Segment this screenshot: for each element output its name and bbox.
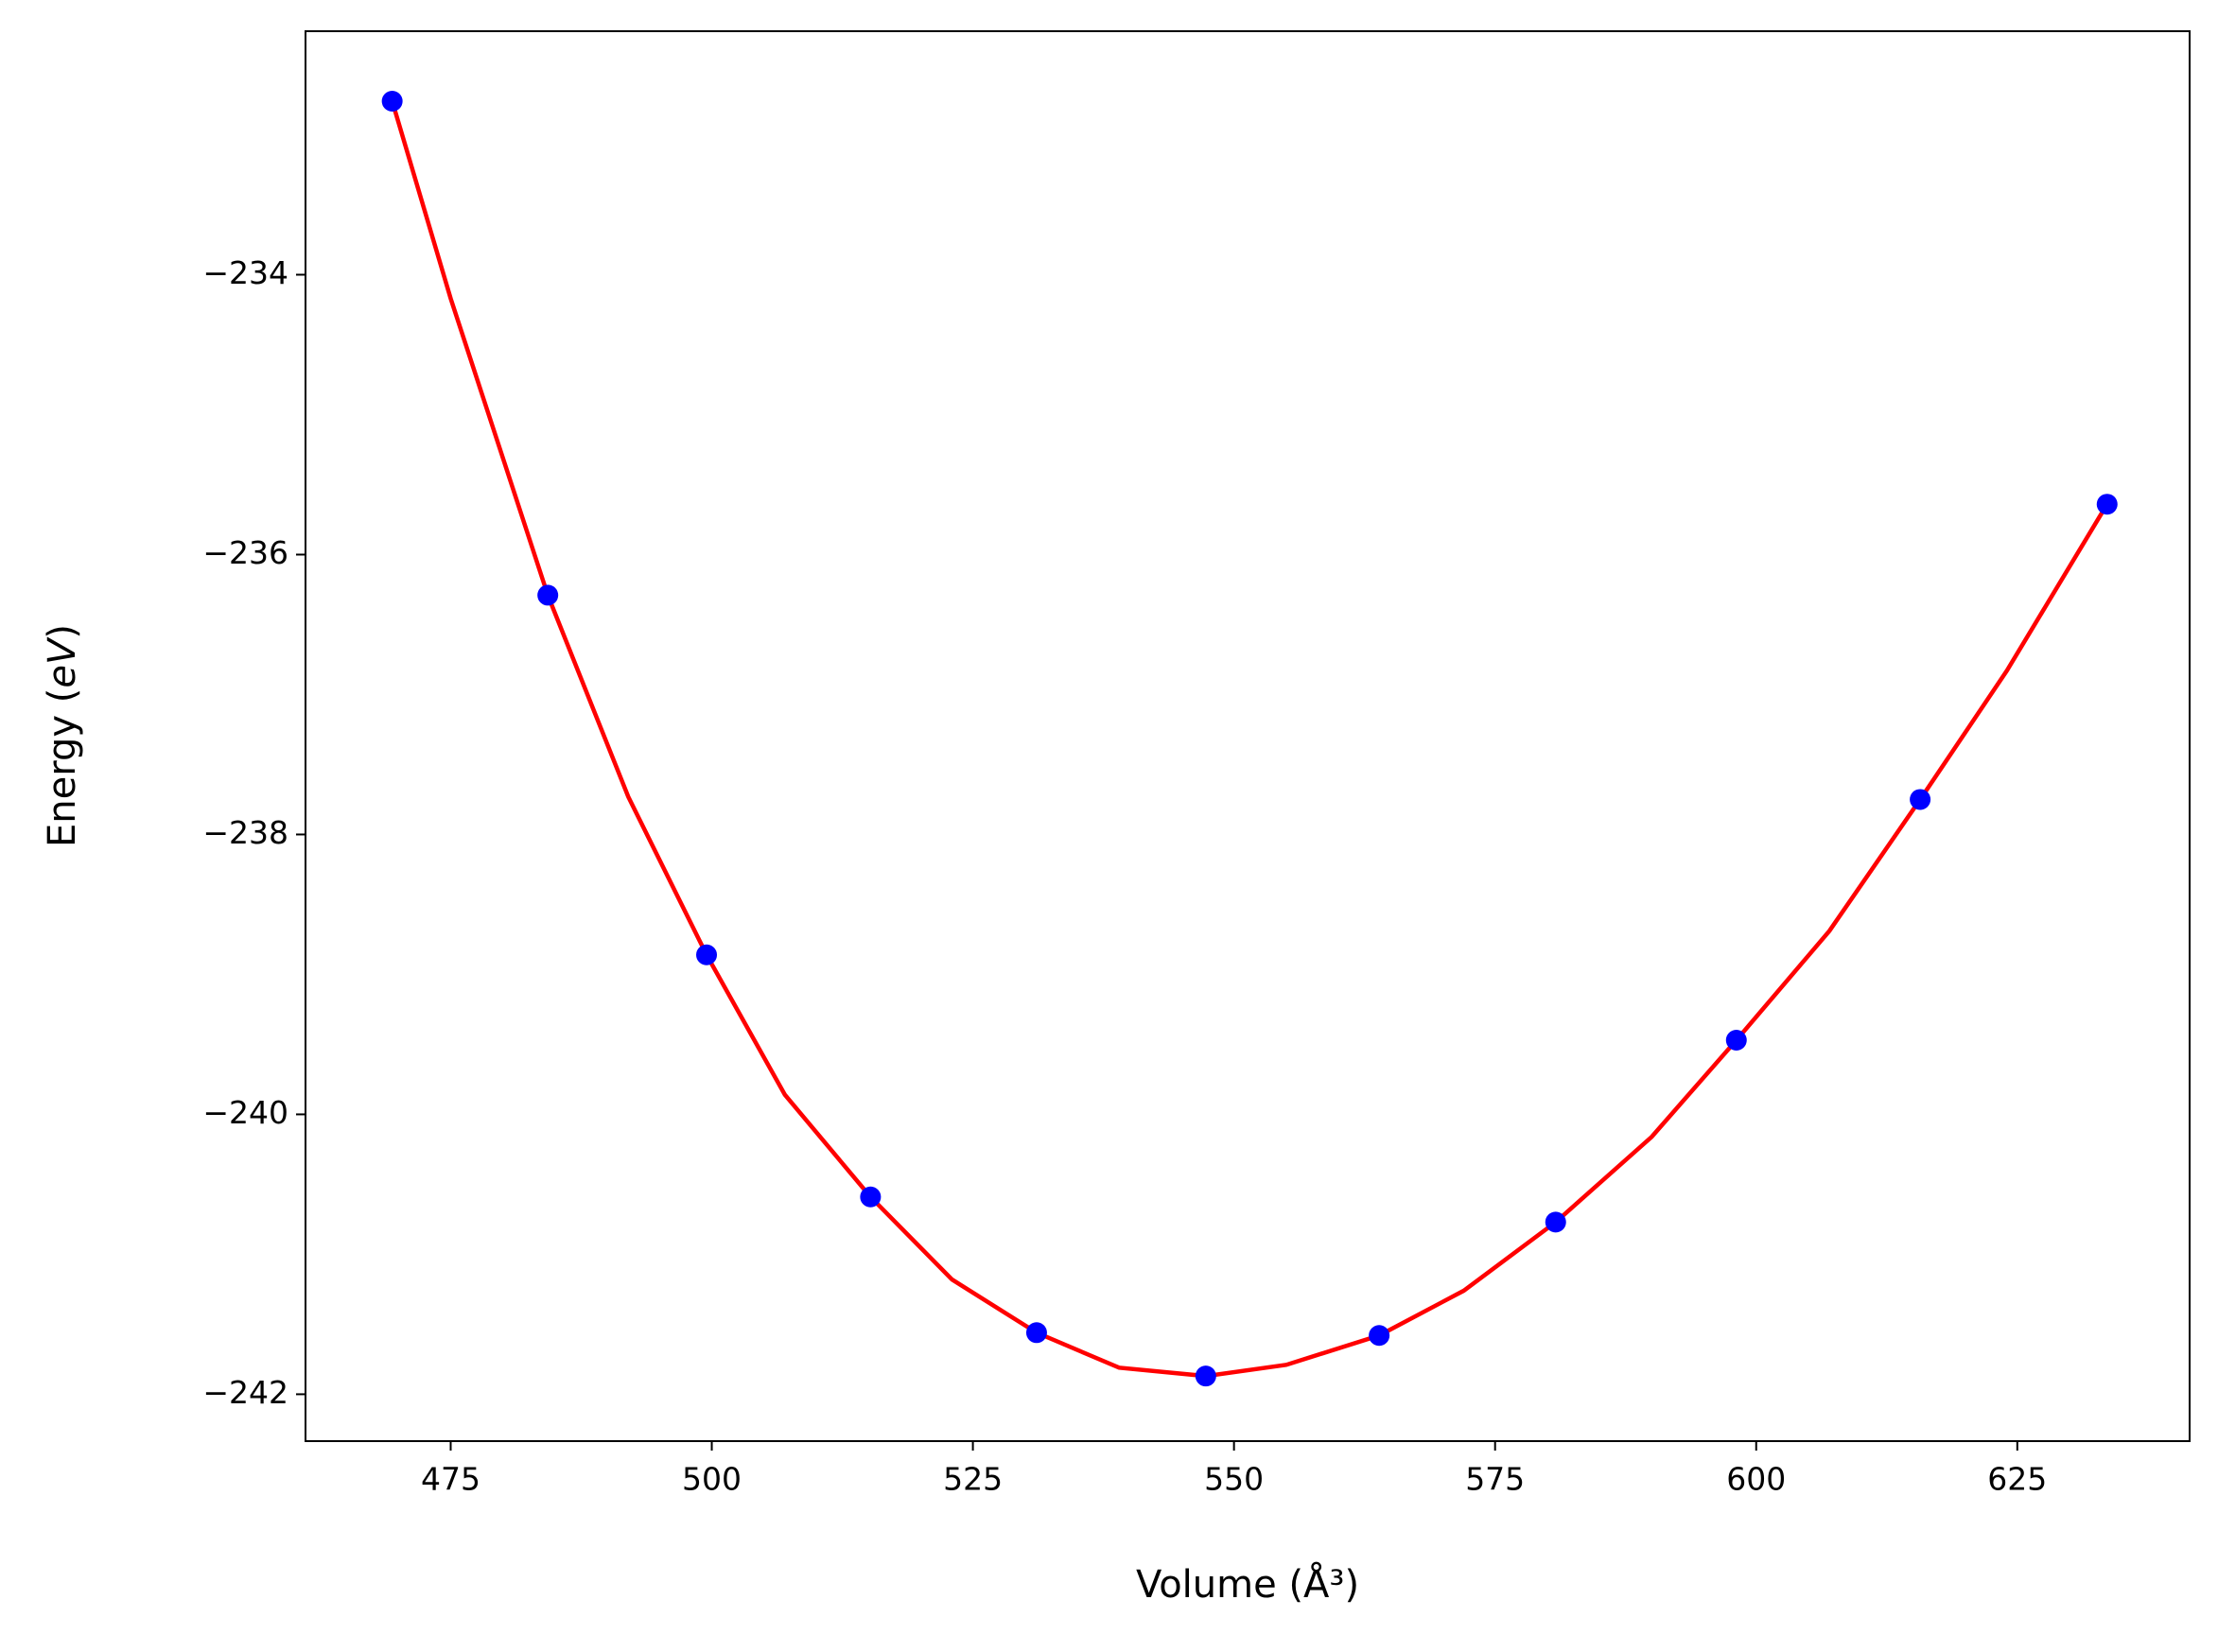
y-label-part: ) [41,624,84,639]
data-point [2096,494,2118,515]
y-label-part: eV [41,636,84,688]
y-axis-label: Energy (eV) [41,624,84,847]
plot-frame [305,30,2191,1442]
y-tick-label: −242 [202,1374,288,1411]
data-point [1369,1325,1390,1347]
data-point [860,1186,882,1208]
data-point [1725,1030,1747,1052]
data-point [1195,1365,1216,1387]
x-axis-label: Volume (Å³) [1136,1561,1359,1607]
data-point [696,944,718,965]
data-point [381,90,403,112]
y-tick-label: −238 [202,814,288,851]
data-point [1910,789,1931,810]
x-tick-label: 625 [1987,1461,2047,1498]
x-tick-label: 575 [1465,1461,1525,1498]
data-point [1025,1322,1047,1344]
y-tick-label: −234 [202,254,288,291]
x-tick-label: 500 [682,1461,742,1498]
x-tick-label: 475 [421,1461,480,1498]
y-tick-label: −240 [202,1094,288,1131]
fit-line [390,100,2109,1379]
y-tick-label: −236 [202,534,288,571]
x-tick-label: 600 [1726,1461,1786,1498]
data-point [1545,1211,1566,1233]
x-tick-label: 550 [1204,1461,1264,1498]
data-point [537,584,559,606]
x-tick-label: 525 [943,1461,1003,1498]
y-label-part: Energy ( [41,688,84,847]
